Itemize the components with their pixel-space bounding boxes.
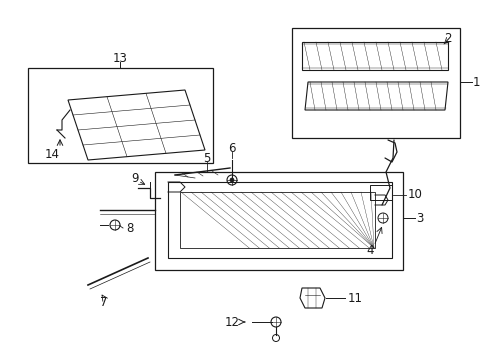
Bar: [28, 68, 213, 163]
Circle shape: [272, 334, 279, 342]
Text: 14: 14: [44, 148, 60, 162]
Bar: [155, 172, 402, 270]
Text: 9: 9: [131, 171, 139, 184]
Text: 12: 12: [224, 315, 239, 328]
Text: 8: 8: [126, 221, 133, 234]
Circle shape: [377, 213, 387, 223]
Circle shape: [110, 220, 120, 230]
Text: 7: 7: [100, 297, 107, 310]
Text: 6: 6: [228, 141, 235, 154]
Circle shape: [270, 317, 281, 327]
Text: 2: 2: [443, 31, 451, 45]
Text: 10: 10: [407, 189, 422, 202]
Text: 13: 13: [112, 51, 127, 64]
Text: 5: 5: [203, 152, 210, 165]
Circle shape: [226, 175, 237, 185]
Text: 1: 1: [471, 76, 479, 89]
Text: 11: 11: [347, 292, 362, 305]
Bar: [291, 28, 459, 138]
Circle shape: [229, 178, 234, 182]
Text: 3: 3: [415, 211, 423, 225]
Text: 4: 4: [366, 243, 373, 256]
